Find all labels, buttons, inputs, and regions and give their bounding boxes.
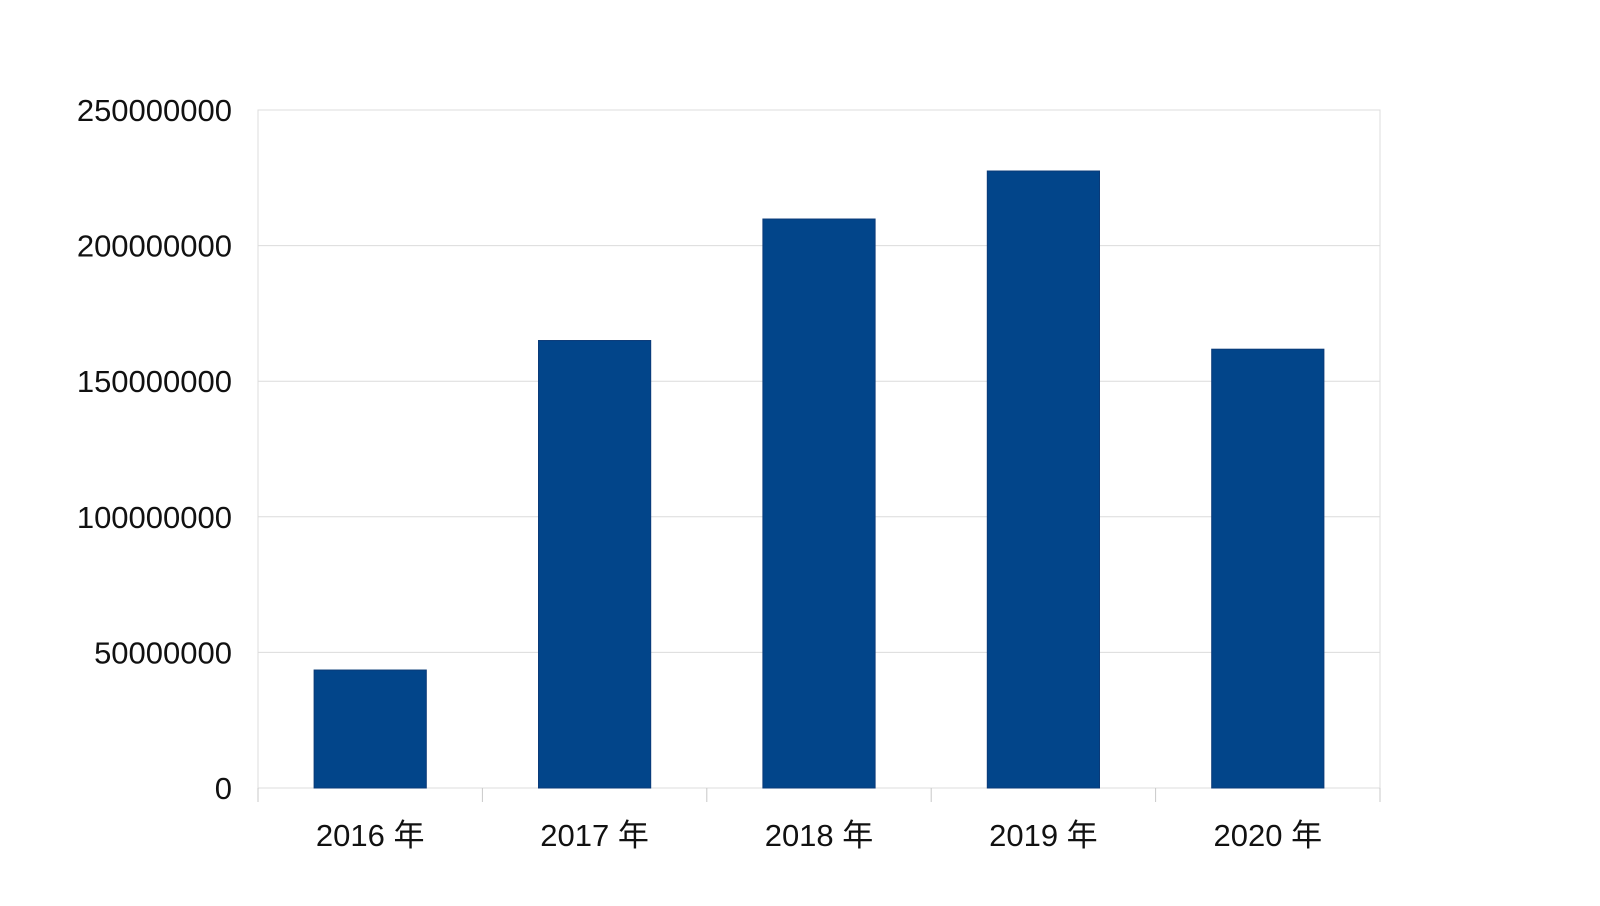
bar (986, 170, 1100, 789)
x-tick-label: 2017 年 (540, 818, 649, 853)
bars (313, 170, 1325, 789)
y-tick-label: 200000000 (77, 229, 232, 264)
x-tick-label: 2016 年 (316, 818, 425, 853)
y-tick-label: 150000000 (77, 364, 232, 399)
x-axis-tick-labels: 2016 年 2017 年 2018 年 2019 年 2020 年 (316, 818, 1322, 853)
y-tick-label: 100000000 (77, 500, 232, 535)
y-tick-label: 50000000 (94, 635, 232, 670)
x-tick-label: 2018 年 (765, 818, 874, 853)
bar (538, 340, 652, 789)
y-tick-label: 250000000 (77, 93, 232, 128)
y-axis-tick-labels: 0 50000000 100000000 150000000 200000000 2500… (77, 93, 232, 806)
bar (1211, 348, 1325, 789)
bar (762, 218, 876, 789)
x-tick-label: 2019 年 (989, 818, 1098, 853)
x-tick-label: 2020 年 (1214, 818, 1323, 853)
bar (313, 669, 427, 789)
y-tick-label: 0 (215, 771, 232, 806)
x-axis-ticks (257, 788, 1381, 802)
